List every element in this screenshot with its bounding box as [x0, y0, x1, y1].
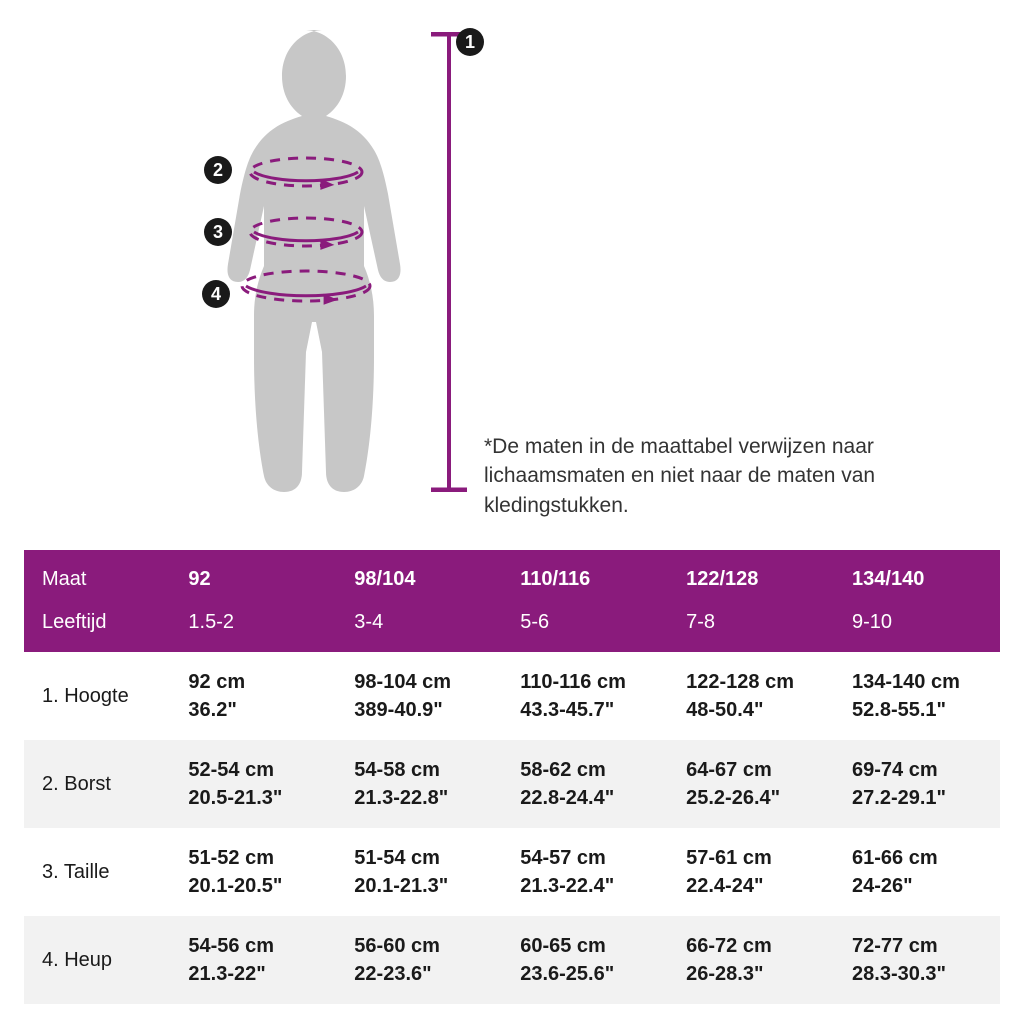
size-col: 110/116 [502, 550, 668, 601]
diagram-section: 1 2 3 4 *De maten in de maattabel verwijzen… [24, 20, 1000, 520]
row-label: 4. Heup [24, 916, 170, 1004]
measurement-cell: 110-116 cm43.3-45.7" [502, 652, 668, 740]
measurement-cell: 69-74 cm27.2-29.1" [834, 740, 1000, 828]
size-col: 98/104 [336, 550, 502, 601]
size-col: 122/128 [668, 550, 834, 601]
size-label: Maat [24, 550, 170, 601]
row-label: 2. Borst [24, 740, 170, 828]
measurement-ellipse [246, 214, 366, 255]
measurement-cell: 66-72 cm26-28.3" [668, 916, 834, 1004]
measurement-cell: 56-60 cm22-23.6" [336, 916, 502, 1004]
age-label: Leeftijd [24, 601, 170, 652]
table-row: 2. Borst52-54 cm20.5-21.3"54-58 cm21.3-2… [24, 740, 1000, 828]
note-area: *De maten in de maattabel verwijzen naar… [484, 20, 1000, 520]
table-row: 3. Taille51-52 cm20.1-20.5"51-54 cm20.1-… [24, 828, 1000, 916]
measurement-cell: 58-62 cm22.8-24.4" [502, 740, 668, 828]
measurement-cell: 122-128 cm48-50.4" [668, 652, 834, 740]
waist-badge: 3 [204, 218, 232, 246]
size-col: 92 [170, 550, 336, 601]
chest-badge: 2 [204, 156, 232, 184]
measurement-cell: 57-61 cm22.4-24" [668, 828, 834, 916]
measurement-cell: 54-56 cm21.3-22" [170, 916, 336, 1004]
hip-badge: 4 [202, 280, 230, 308]
row-label: 3. Taille [24, 828, 170, 916]
measurement-cell: 54-58 cm21.3-22.8" [336, 740, 502, 828]
child-silhouette [184, 30, 424, 500]
measurement-ellipse [246, 154, 366, 195]
table-body: 1. Hoogte92 cm36.2"98-104 cm389-40.9"110… [24, 652, 1000, 1004]
age-row: Leeftijd 1.5-2 3-4 5-6 7-8 9-10 [24, 601, 1000, 652]
measurement-cell: 92 cm36.2" [170, 652, 336, 740]
age-col: 1.5-2 [170, 601, 336, 652]
age-col: 9-10 [834, 601, 1000, 652]
measurement-cell: 72-77 cm28.3-30.3" [834, 916, 1000, 1004]
height-badge: 1 [456, 28, 484, 56]
size-note: *De maten in de maattabel verwijzen naar… [484, 432, 1000, 520]
measurement-cell: 61-66 cm24-26" [834, 828, 1000, 916]
table-row: 1. Hoogte92 cm36.2"98-104 cm389-40.9"110… [24, 652, 1000, 740]
measurement-ellipse [238, 267, 374, 310]
size-row: Maat 92 98/104 110/116 122/128 134/140 [24, 550, 1000, 601]
size-col: 134/140 [834, 550, 1000, 601]
measurement-cell: 134-140 cm52.8-55.1" [834, 652, 1000, 740]
measurement-cell: 60-65 cm23.6-25.6" [502, 916, 668, 1004]
age-col: 7-8 [668, 601, 834, 652]
measurement-cell: 64-67 cm25.2-26.4" [668, 740, 834, 828]
measurement-cell: 54-57 cm21.3-22.4" [502, 828, 668, 916]
measurement-cell: 51-54 cm20.1-21.3" [336, 828, 502, 916]
measurement-cell: 98-104 cm389-40.9" [336, 652, 502, 740]
height-indicator-line [429, 32, 469, 492]
measurement-cell: 52-54 cm20.5-21.3" [170, 740, 336, 828]
table-header: Maat 92 98/104 110/116 122/128 134/140 L… [24, 550, 1000, 652]
table-row: 4. Heup54-56 cm21.3-22"56-60 cm22-23.6"6… [24, 916, 1000, 1004]
body-diagram: 1 2 3 4 [24, 20, 484, 520]
age-col: 3-4 [336, 601, 502, 652]
row-label: 1. Hoogte [24, 652, 170, 740]
measurement-cell: 51-52 cm20.1-20.5" [170, 828, 336, 916]
age-col: 5-6 [502, 601, 668, 652]
size-chart-table: Maat 92 98/104 110/116 122/128 134/140 L… [24, 550, 1000, 1004]
